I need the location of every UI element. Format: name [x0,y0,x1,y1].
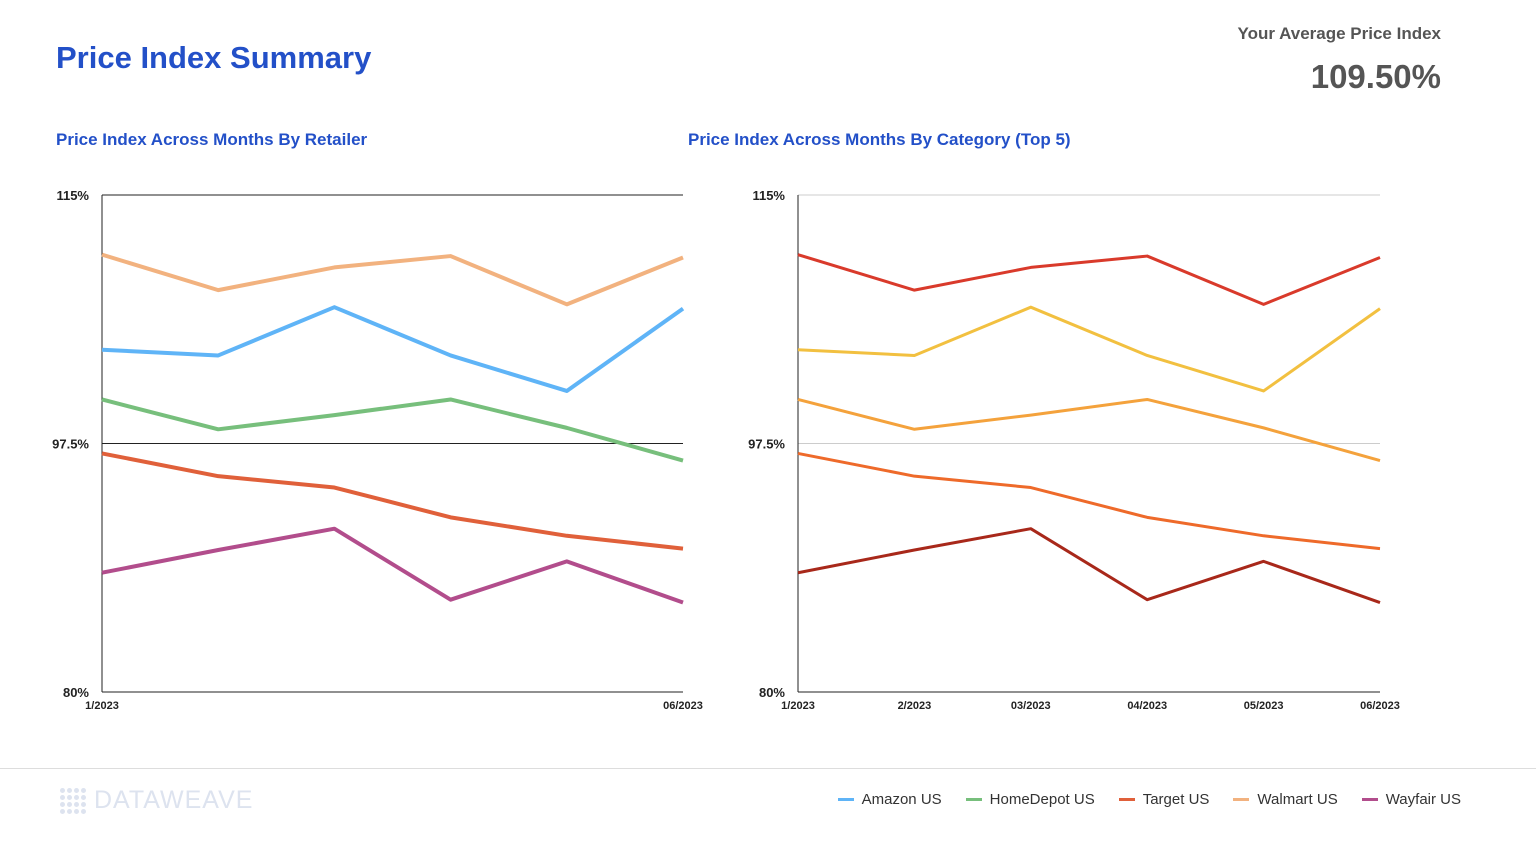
series-line [797,527,1381,604]
x-tick-label: 05/2023 [1244,700,1284,712]
series-line [101,397,684,463]
y-tick-label: 115% [752,188,785,203]
y-tick-label: 80% [63,685,89,700]
average-price-index-label: Your Average Price Index [1237,24,1441,43]
y-tick-label: 80% [759,685,785,700]
retailer-chart: 115% 97.5% 80%1/2023 06/2023 [52,188,703,712]
legend-item[interactable]: Amazon US [837,791,942,808]
legend-label: HomeDepot US [989,791,1095,808]
chart-legend: Amazon US HomeDepot US Target US Walmart US… [837,791,1461,808]
legend-swatch-icon [1118,798,1135,801]
dataweave-logo: DATAWEAVE [60,786,253,815]
legend-label: Wayfair US [1385,791,1461,808]
legend-label: Target US [1142,791,1210,808]
series-line [101,526,684,605]
series-line [797,451,1381,551]
legend-swatch-icon [837,798,854,801]
category-chart-title: Price Index Across Months By Category (T… [688,130,1071,149]
series-line [101,451,684,551]
legend-item[interactable]: Walmart US [1233,791,1338,808]
x-tick-label: 2/2023 [898,700,932,712]
legend-item[interactable]: Wayfair US [1361,791,1461,808]
x-tick-label: 06/2023 [1360,700,1400,712]
y-tick-label: 97.5% [748,437,785,452]
retailer-chart-title: Price Index Across Months By Retailer [56,130,368,149]
y-tick-label: 97.5% [52,437,89,452]
series-line [797,397,1381,462]
page-title: Price Index Summary [56,40,372,75]
average-price-index-value: 109.50% [1310,58,1441,95]
x-tick-label: 04/2023 [1127,700,1167,712]
series-line [101,305,685,393]
legend-swatch-icon [1361,798,1378,801]
category-chart: 115% 97.5% 80%1/2023 2/2023 03/2023 04/2023 05… [748,188,1400,712]
legend-label: Walmart US [1257,791,1338,808]
legend-swatch-icon [1233,798,1250,801]
logo-text: DATAWEAVE [94,786,254,814]
x-tick-label: 06/2023 [663,700,703,712]
legend-item[interactable]: HomeDepot US [965,791,1095,808]
footer-divider [0,768,1536,769]
legend-item[interactable]: Target US [1118,791,1210,808]
x-tick-label: 1/2023 [85,700,119,712]
legend-swatch-icon [965,798,982,801]
charts-svg: 115%97.5%80%1/2023 06/2023 115%97.5%80%1/… [52,188,1400,712]
logo-dots-icon [60,787,86,814]
series-line [797,253,1381,306]
x-tick-label: 1/2023 [781,700,815,712]
x-tick-label: 03/2023 [1011,700,1051,712]
series-line [797,305,1381,393]
series-line [101,252,684,307]
legend-label: Amazon US [861,791,942,808]
y-tick-label: 115% [56,188,89,203]
